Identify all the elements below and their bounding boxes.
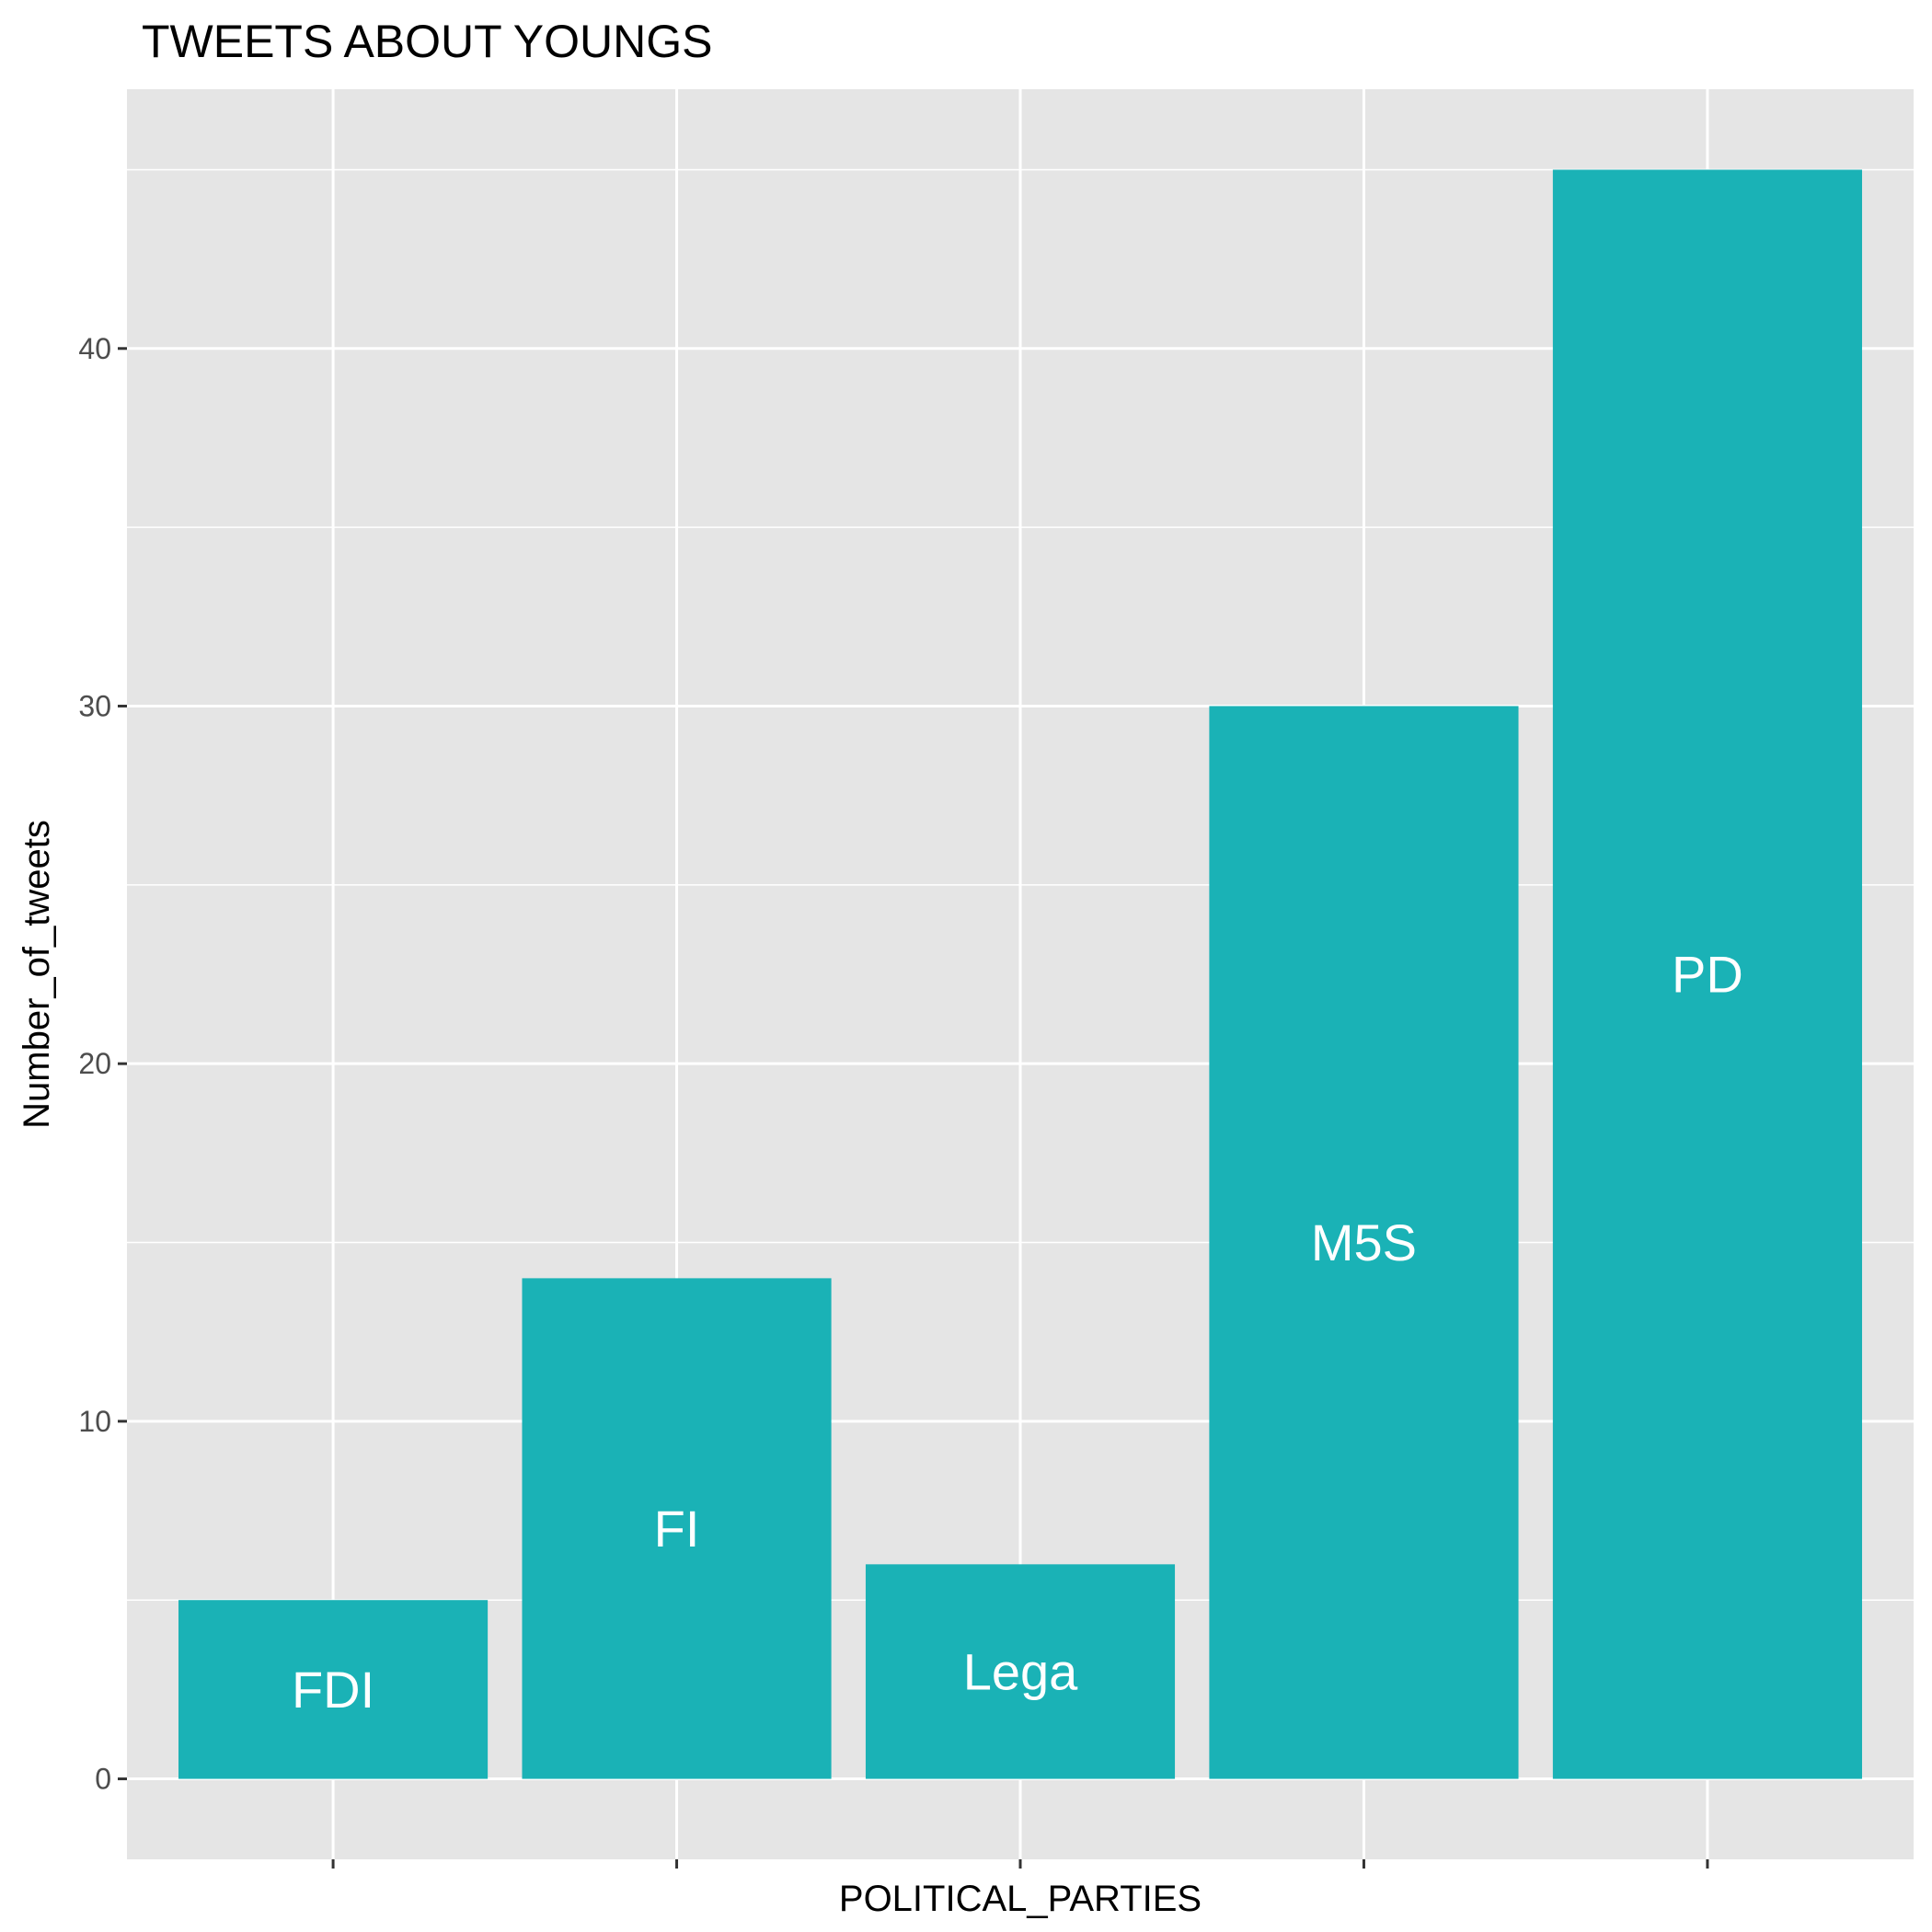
bar-fi	[522, 1278, 832, 1779]
y-tick-label: 0	[95, 1763, 111, 1796]
bar-label-fdi: FDI	[292, 1661, 374, 1719]
y-tick-label: 30	[78, 689, 111, 722]
bar-lega	[865, 1564, 1176, 1779]
y-tick-label: 20	[78, 1047, 111, 1080]
bar-pd	[1552, 169, 1862, 1779]
x-axis-title: POLITICAL_PARTIES	[839, 1879, 1202, 1919]
y-axis: 0 10 20 30 40	[78, 332, 127, 1796]
x-axis	[331, 1859, 1709, 1869]
chart-title: TWEETS ABOUT YOUNGS	[142, 16, 712, 67]
bar-label-pd: PD	[1672, 946, 1743, 1004]
y-tick-label: 40	[78, 332, 111, 365]
bar-label-fi: FI	[654, 1500, 700, 1558]
bar-labels: FDI FI Lega M5S PD	[292, 946, 1743, 1719]
bar-label-lega: Lega	[963, 1642, 1078, 1700]
bar-label-m5s: M5S	[1311, 1213, 1417, 1271]
y-tick-label: 10	[78, 1405, 111, 1438]
y-axis-title: Number_of_tweets	[17, 820, 57, 1129]
bar-fdi	[178, 1600, 489, 1779]
bars	[178, 169, 1862, 1779]
bar-m5s	[1209, 706, 1519, 1779]
